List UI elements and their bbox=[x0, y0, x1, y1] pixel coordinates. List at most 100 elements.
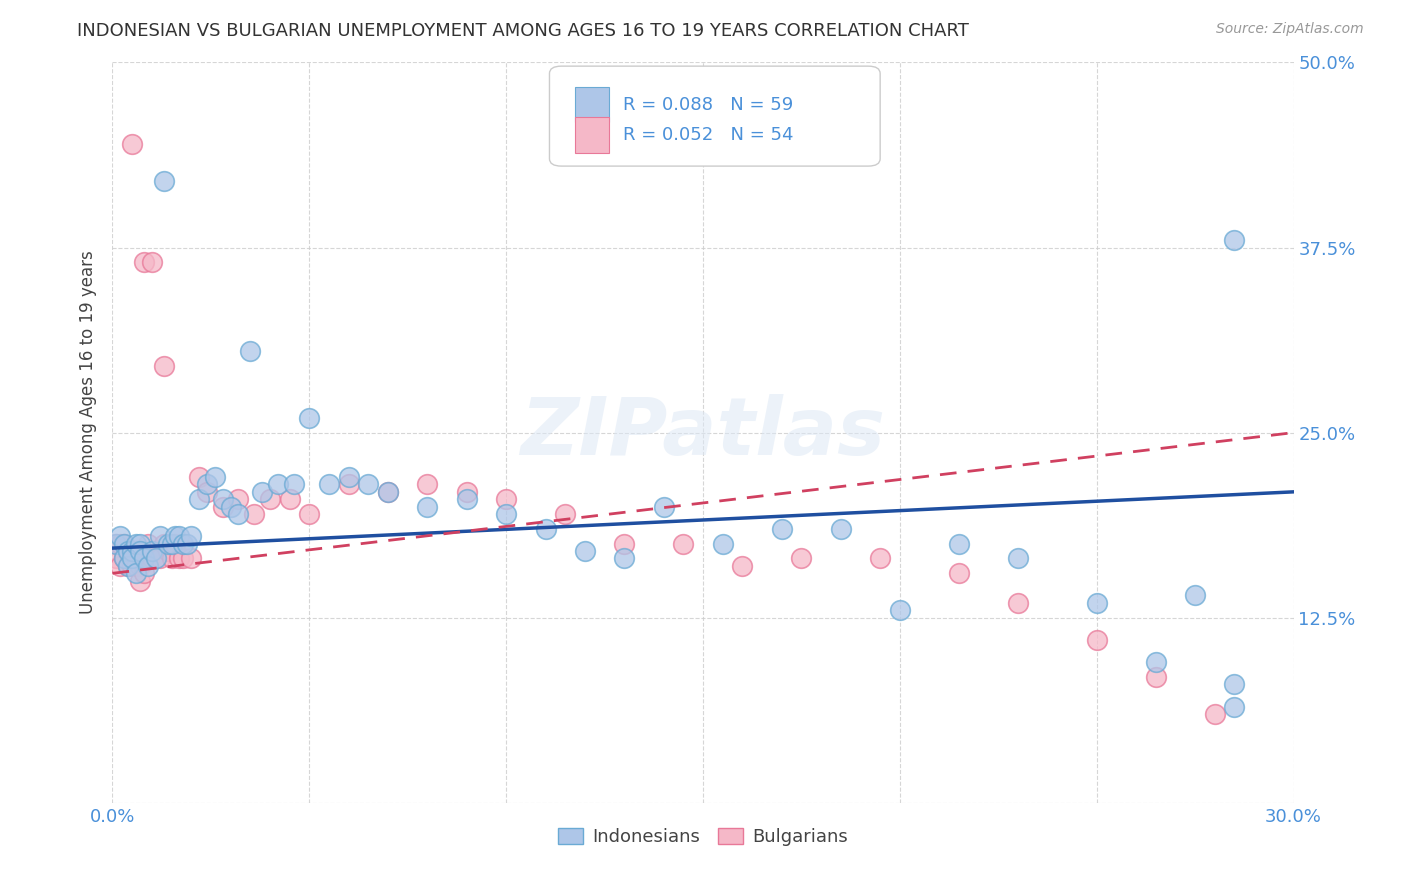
Text: R = 0.088   N = 59: R = 0.088 N = 59 bbox=[623, 95, 793, 113]
Point bbox=[160, 536, 183, 550]
Point bbox=[110, 536, 132, 550]
Point bbox=[495, 507, 517, 521]
Point bbox=[149, 529, 172, 543]
Point bbox=[136, 536, 159, 550]
Point bbox=[456, 492, 478, 507]
Point bbox=[337, 470, 360, 484]
Text: ZIPatlas: ZIPatlas bbox=[520, 393, 886, 472]
Point bbox=[948, 536, 970, 550]
Point bbox=[416, 477, 439, 491]
Point bbox=[141, 544, 163, 558]
Point bbox=[770, 522, 793, 536]
Point bbox=[180, 529, 202, 543]
Point bbox=[112, 536, 135, 550]
Point bbox=[121, 544, 143, 558]
Point bbox=[129, 544, 152, 558]
Point bbox=[145, 551, 167, 566]
Point bbox=[204, 470, 226, 484]
Point bbox=[298, 410, 321, 425]
Point bbox=[318, 477, 340, 491]
Point bbox=[1007, 551, 1029, 566]
Point bbox=[1144, 655, 1167, 669]
Point bbox=[1204, 706, 1226, 721]
Point bbox=[129, 574, 152, 588]
Point bbox=[136, 558, 159, 573]
Text: INDONESIAN VS BULGARIAN UNEMPLOYMENT AMONG AGES 16 TO 19 YEARS CORRELATION CHART: INDONESIAN VS BULGARIAN UNEMPLOYMENT AMO… bbox=[77, 22, 969, 40]
Point bbox=[211, 492, 233, 507]
Point bbox=[125, 544, 148, 558]
Point bbox=[188, 492, 211, 507]
Point bbox=[228, 492, 250, 507]
Point bbox=[165, 536, 187, 550]
Point bbox=[239, 344, 262, 359]
Point bbox=[165, 529, 187, 543]
FancyBboxPatch shape bbox=[575, 117, 609, 153]
Point bbox=[267, 477, 290, 491]
Point bbox=[117, 544, 139, 558]
Point bbox=[278, 492, 301, 507]
Point bbox=[731, 558, 754, 573]
Point bbox=[195, 477, 218, 491]
Point bbox=[613, 551, 636, 566]
Point bbox=[112, 536, 135, 550]
Point bbox=[790, 551, 813, 566]
Point bbox=[1223, 677, 1246, 691]
Point bbox=[121, 551, 143, 566]
Point bbox=[652, 500, 675, 514]
Point bbox=[125, 536, 148, 550]
Point bbox=[132, 551, 155, 566]
Point bbox=[176, 536, 198, 550]
Point bbox=[948, 566, 970, 581]
Point bbox=[195, 484, 218, 499]
Point bbox=[1007, 596, 1029, 610]
Text: R = 0.052   N = 54: R = 0.052 N = 54 bbox=[623, 126, 793, 144]
Point bbox=[495, 492, 517, 507]
Point bbox=[129, 558, 152, 573]
Point bbox=[554, 507, 576, 521]
Point bbox=[1184, 589, 1206, 603]
Point bbox=[141, 551, 163, 566]
Point bbox=[377, 484, 399, 499]
Point bbox=[889, 603, 911, 617]
Point bbox=[110, 558, 132, 573]
Point bbox=[219, 500, 242, 514]
Point bbox=[117, 544, 139, 558]
Point bbox=[169, 529, 191, 543]
Point bbox=[869, 551, 891, 566]
Point bbox=[172, 551, 194, 566]
Point bbox=[149, 551, 172, 566]
Point bbox=[169, 551, 191, 566]
Point bbox=[121, 136, 143, 151]
Point bbox=[188, 470, 211, 484]
Point bbox=[117, 558, 139, 573]
Point bbox=[1085, 632, 1108, 647]
Point bbox=[112, 551, 135, 566]
Point bbox=[132, 255, 155, 269]
Point bbox=[156, 544, 179, 558]
Point bbox=[125, 566, 148, 581]
Point bbox=[180, 551, 202, 566]
Point bbox=[337, 477, 360, 491]
Point bbox=[129, 536, 152, 550]
Point bbox=[152, 359, 174, 373]
Point bbox=[711, 536, 734, 550]
Point bbox=[156, 536, 179, 550]
Point bbox=[152, 536, 174, 550]
Point bbox=[243, 507, 266, 521]
Point bbox=[298, 507, 321, 521]
Point bbox=[830, 522, 852, 536]
Point bbox=[1085, 596, 1108, 610]
Point bbox=[145, 551, 167, 566]
Point bbox=[132, 566, 155, 581]
Legend: Indonesians, Bulgarians: Indonesians, Bulgarians bbox=[551, 821, 855, 853]
Point bbox=[283, 477, 305, 491]
Text: Source: ZipAtlas.com: Source: ZipAtlas.com bbox=[1216, 22, 1364, 37]
Point bbox=[672, 536, 695, 550]
FancyBboxPatch shape bbox=[550, 66, 880, 166]
Point bbox=[574, 544, 596, 558]
Point bbox=[152, 174, 174, 188]
Point bbox=[117, 558, 139, 573]
FancyBboxPatch shape bbox=[575, 87, 609, 122]
Point bbox=[1223, 233, 1246, 247]
Point bbox=[105, 551, 128, 566]
